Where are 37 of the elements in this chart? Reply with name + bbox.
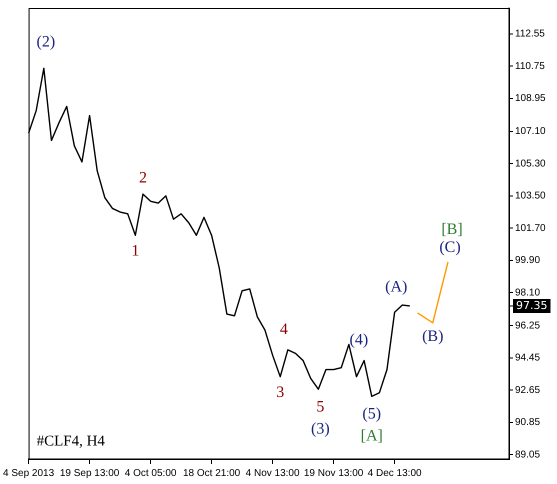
annotation: (B)	[422, 328, 444, 346]
y-tick-label: 101.70	[515, 222, 546, 234]
annotation: (5)	[362, 406, 382, 423]
y-tick-label: 99.90	[515, 255, 540, 266]
annotation: 5	[316, 398, 324, 416]
text: #CLF4, H4	[36, 433, 106, 450]
y-tick-label: 107.10	[515, 126, 546, 138]
y-tick-label: 110.75	[515, 60, 546, 72]
annotation: 1	[131, 242, 140, 260]
x-tick-label: 4 Oct 05:00	[124, 468, 177, 479]
annotation: 4	[280, 321, 288, 338]
x-tick-label: 4 Nov 13:00	[246, 468, 300, 479]
y-tick-label: 94.45	[515, 352, 540, 364]
text: 97.35	[516, 298, 548, 312]
annotation: 3	[276, 384, 284, 401]
annotation: [A]	[360, 428, 383, 445]
x-tick-label: 19 Sep 13:00	[60, 468, 120, 479]
y-tick-label: 89.05	[515, 449, 540, 460]
y-tick-label: 96.25	[515, 320, 540, 332]
y-tick-label: 103.50	[515, 190, 546, 202]
x-tick-label: 18 Oct 21:00	[182, 468, 241, 479]
y-tick-label: 92.65	[515, 384, 540, 396]
x-tick-label: 4 Dec 13:00	[368, 468, 422, 479]
y-tick-label: 90.85	[515, 417, 540, 428]
y-tick-label: 112.55	[515, 28, 546, 40]
annotation: [B]	[441, 221, 463, 238]
y-tick-label: 108.95	[515, 93, 546, 104]
annotation: 2	[138, 169, 147, 186]
annotation: (4)	[350, 332, 368, 349]
annotation: (2)	[36, 34, 56, 51]
annotation: (C)	[439, 239, 461, 256]
annotation: (A)	[385, 278, 408, 296]
y-tick-label: 105.30	[515, 158, 546, 170]
y-tick-label: 98.10	[515, 287, 540, 298]
annotation: (3)	[311, 420, 330, 438]
x-tick-label: 4 Sep 2013	[2, 468, 55, 479]
x-tick-label: 19 Nov 13:00	[304, 468, 364, 479]
